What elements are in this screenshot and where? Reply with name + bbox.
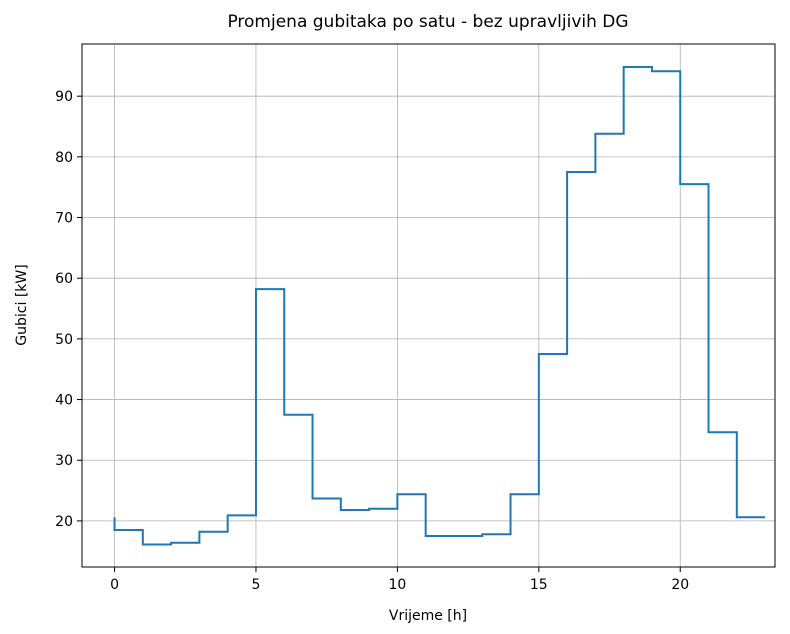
x-tick-label: 20 [671,577,689,593]
y-tick-label: 40 [55,393,73,409]
x-tick-label: 5 [251,577,260,593]
x-tick-label: 10 [388,577,406,593]
y-tick-label: 30 [55,453,73,469]
chart-title: Promjena gubitaka po satu - bez upravlji… [227,12,628,32]
x-axis-label: Vrijeme [h] [389,608,467,624]
y-tick-label: 20 [55,514,73,530]
y-tick-label: 50 [55,332,73,348]
y-tick-label: 80 [55,150,73,166]
y-tick-label: 60 [55,271,73,287]
plot-frame [81,43,776,568]
x-tick-label: 15 [530,577,548,593]
y-tick-label: 70 [55,211,73,227]
y-axis-label: Gubici [kW] [14,264,30,345]
step-line [113,66,766,546]
y-tick-label: 90 [55,89,73,105]
x-tick-label: 0 [110,577,119,593]
